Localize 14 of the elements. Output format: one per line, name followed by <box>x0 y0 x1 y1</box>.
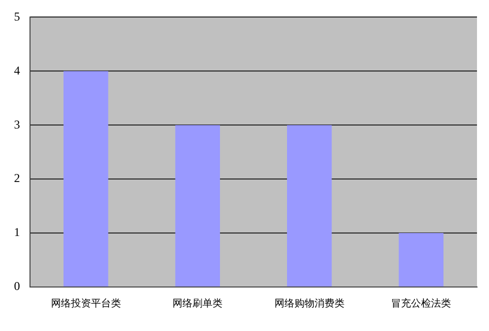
x-tick-label: 网络购物消费类 <box>274 298 344 310</box>
x-tick-label: 网络刷单类 <box>172 298 223 310</box>
y-tick-label: 1 <box>14 225 20 240</box>
y-tick-label: 0 <box>14 279 20 294</box>
bar <box>64 71 108 286</box>
bar <box>398 233 444 286</box>
y-tick-label: 4 <box>14 63 20 78</box>
y-tick-label: 5 <box>14 9 20 24</box>
y-tick-label: 3 <box>14 117 20 132</box>
bar <box>175 125 220 286</box>
bar <box>287 125 332 286</box>
x-tick-label: 冒充公检法类 <box>391 298 452 310</box>
x-tick-label: 网络投资平台类 <box>50 298 121 310</box>
y-tick-label: 2 <box>14 171 20 186</box>
